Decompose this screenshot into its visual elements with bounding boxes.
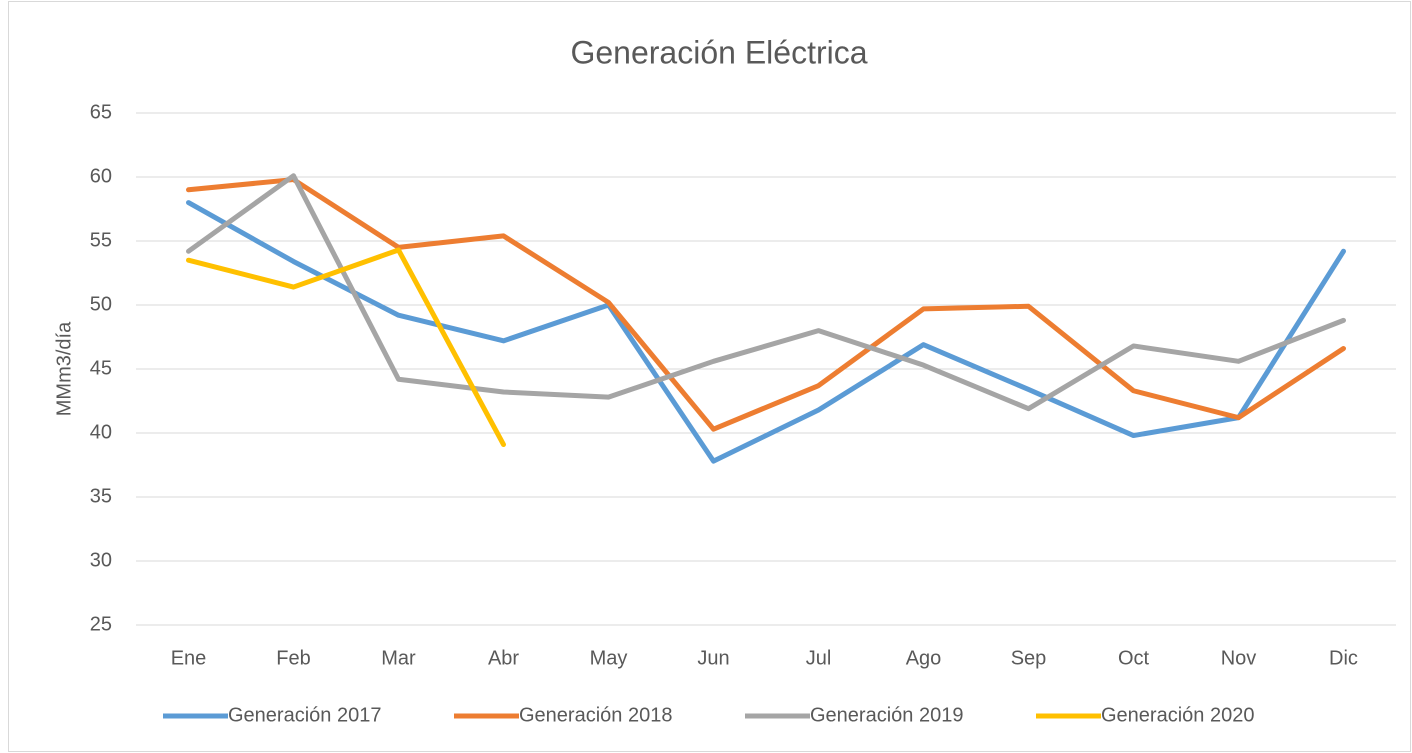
x-tick-label: Abr <box>488 647 519 669</box>
x-tick-label: May <box>590 647 628 669</box>
y-tick-label: 25 <box>90 613 112 635</box>
x-tick-label: Feb <box>276 647 310 669</box>
x-tick-label: Jul <box>806 647 832 669</box>
y-axis-label: MMm3/día <box>53 321 75 416</box>
x-tick-label: Jun <box>697 647 729 669</box>
x-tick-label: Nov <box>1221 647 1257 669</box>
line-series <box>186 200 1346 464</box>
legend-label: Generación 2017 <box>228 704 381 726</box>
legend-label: Generación 2018 <box>519 704 672 726</box>
x-tick-label: Sep <box>1011 647 1047 669</box>
y-tick-label: 65 <box>90 101 112 123</box>
y-tick-label: 50 <box>90 293 112 315</box>
chart-title: Generación Eléctrica <box>570 34 867 70</box>
y-tick-label: 60 <box>90 165 112 187</box>
line-series <box>186 177 1346 432</box>
chart-border <box>8 1 1411 752</box>
x-tick-label: Dic <box>1329 647 1358 669</box>
y-tick-label: 35 <box>90 485 112 507</box>
line-series <box>186 247 506 448</box>
line-series <box>186 173 1346 412</box>
x-tick-label: Mar <box>381 647 416 669</box>
legend-label: Generación 2019 <box>810 704 963 726</box>
x-tick-label: Ago <box>906 647 942 669</box>
legend-label: Generación 2020 <box>1101 704 1254 726</box>
x-tick-label: Oct <box>1118 647 1150 669</box>
y-tick-label: 40 <box>90 421 112 443</box>
x-tick-label: Ene <box>171 647 207 669</box>
y-tick-label: 45 <box>90 357 112 379</box>
y-tick-label: 55 <box>90 229 112 251</box>
y-tick-label: 30 <box>90 549 112 571</box>
